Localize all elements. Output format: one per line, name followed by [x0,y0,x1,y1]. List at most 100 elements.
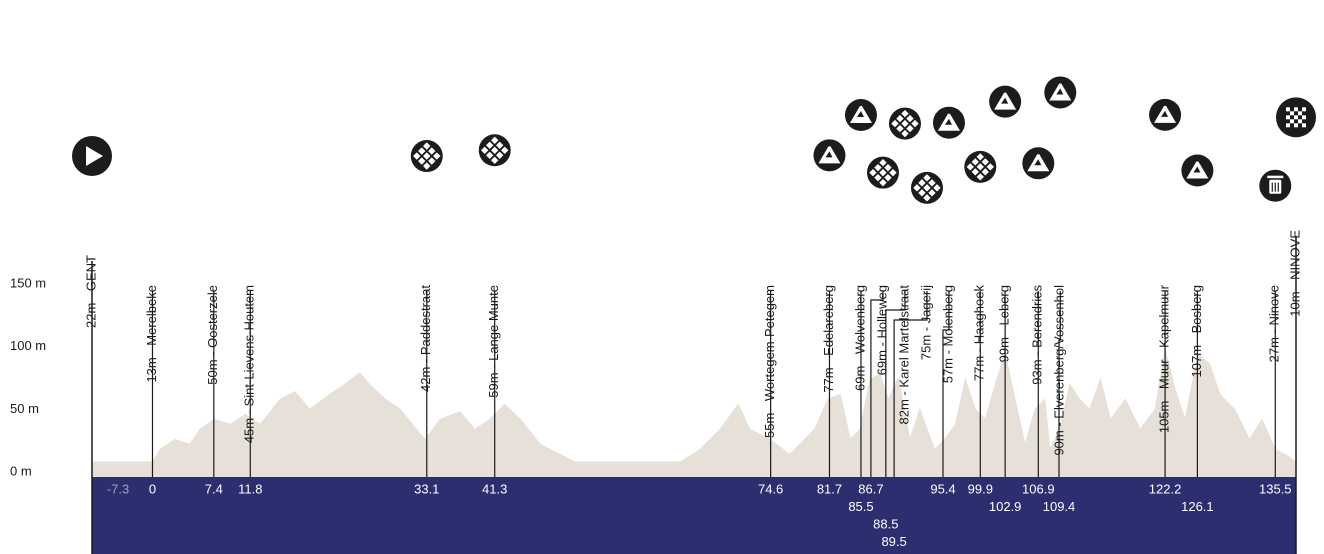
place-label: 77m - Edelareberg [821,285,836,393]
icon-start [72,136,112,177]
checker [1294,115,1298,120]
cobble [496,141,504,149]
checker [1294,123,1298,128]
place-label: 99m - Leberg [997,285,1012,362]
mountain-notch [1193,166,1201,173]
km-label: 74.6 [758,481,783,496]
place-label: 55m - Wortegem-Petegem [762,285,777,438]
place-label: 105m - Muur - Kapelmuur [1157,284,1172,433]
play-symbol [86,146,103,167]
profile-area [91,349,1298,471]
cobble [481,146,489,154]
icon-climb [989,85,1022,118]
place-line [870,291,884,477]
km-label: 135.5 [1259,481,1292,496]
place-label: 57m - Molenberg [940,285,955,383]
place-label: 27m - Ninove [1267,285,1282,362]
km-label: 122.2 [1149,481,1182,496]
km-label: 41.3 [482,481,507,496]
cobble [486,141,494,149]
checker [1294,107,1298,112]
place-label-major: 22m - GENT [83,255,98,328]
icon-climb [1181,154,1214,187]
place-label-major: 10m - NINOVE [1287,230,1302,317]
icon-cobbles [478,134,511,167]
profile-base [92,461,1296,477]
checker [1290,111,1294,116]
icon-cobbles [910,171,943,204]
checker [1302,115,1306,120]
icon-waste [1259,169,1292,202]
y-tick-label: 0 m [10,463,32,478]
place-line [1058,291,1061,477]
icon-climb [813,139,846,172]
mountain-notch [1056,88,1064,95]
cobble [491,146,499,154]
icon-finish [1276,97,1316,138]
checker [1298,119,1302,124]
place-label: 75m - Jagerij [918,285,933,360]
icon-cobbles [888,107,921,140]
place-line [942,291,950,477]
distance-band [92,477,1296,554]
cobble [423,162,431,170]
cobble [418,147,426,155]
icon-climb [1044,76,1077,109]
place-line [893,291,928,477]
checker [1286,115,1290,120]
checker [1302,123,1306,128]
y-tick-label: 100 m [10,338,46,353]
cobble [496,151,504,159]
icon-climb [1022,147,1055,180]
km-label: 109.4 [1043,499,1076,514]
place-label: 69m - Wolvenberg [852,285,867,391]
checker [1286,107,1290,112]
km-label: 126.1 [1181,499,1214,514]
km-label: 11.8 [238,481,262,496]
place-label: 69m - Holleweg [874,285,889,375]
mountain-notch [825,151,833,158]
place-label: 93m - Berendries [1030,285,1045,385]
place-label: 42m - Paddestraat [418,285,433,392]
km-label: 106.9 [1022,481,1055,496]
km-label: 33.1 [414,481,439,496]
place-label: 13m - Merelbeke [144,285,159,383]
mountain-notch [1034,159,1042,166]
mountain-notch [1001,97,1009,104]
cobble [501,146,509,154]
cobble [491,156,499,164]
checker [1302,107,1306,112]
km-label: 102.9 [989,499,1022,514]
icon-climb [844,99,877,132]
cobble [423,152,431,160]
mountain-notch [1161,110,1169,117]
y-tick-label: 150 m [10,275,46,290]
place-label: 82m - Karel Martelstraat [896,285,911,425]
km-label: -7.3 [107,481,129,496]
icon-climb [932,106,965,139]
place-label: 77m - Haaghoek [972,285,987,382]
mountain-notch [944,118,952,125]
y-tick-label: 50 m [10,401,39,416]
place-line [885,291,906,477]
km-label: 99.9 [968,481,993,496]
icon-climb [1149,98,1182,131]
km-label: 88.5 [873,516,898,531]
place-label: 59m - Lange Munte [486,285,501,398]
cobble [418,157,426,165]
km-label: 95.4 [930,481,955,496]
km-label: 89.5 [881,534,906,549]
cobble [433,152,441,160]
place-label: 50m - Oosterzele [205,285,220,385]
km-label: 86.7 [858,481,883,496]
km-label: 81.7 [817,481,842,496]
km-label: 85.5 [848,499,873,514]
mountain-notch [856,111,864,118]
bin-lid [1267,175,1284,179]
place-label: 107m - Bosberg [1189,285,1204,378]
checker [1290,119,1294,124]
cobble [413,152,421,160]
km-label: 7.4 [205,481,223,496]
cobble [491,136,499,144]
